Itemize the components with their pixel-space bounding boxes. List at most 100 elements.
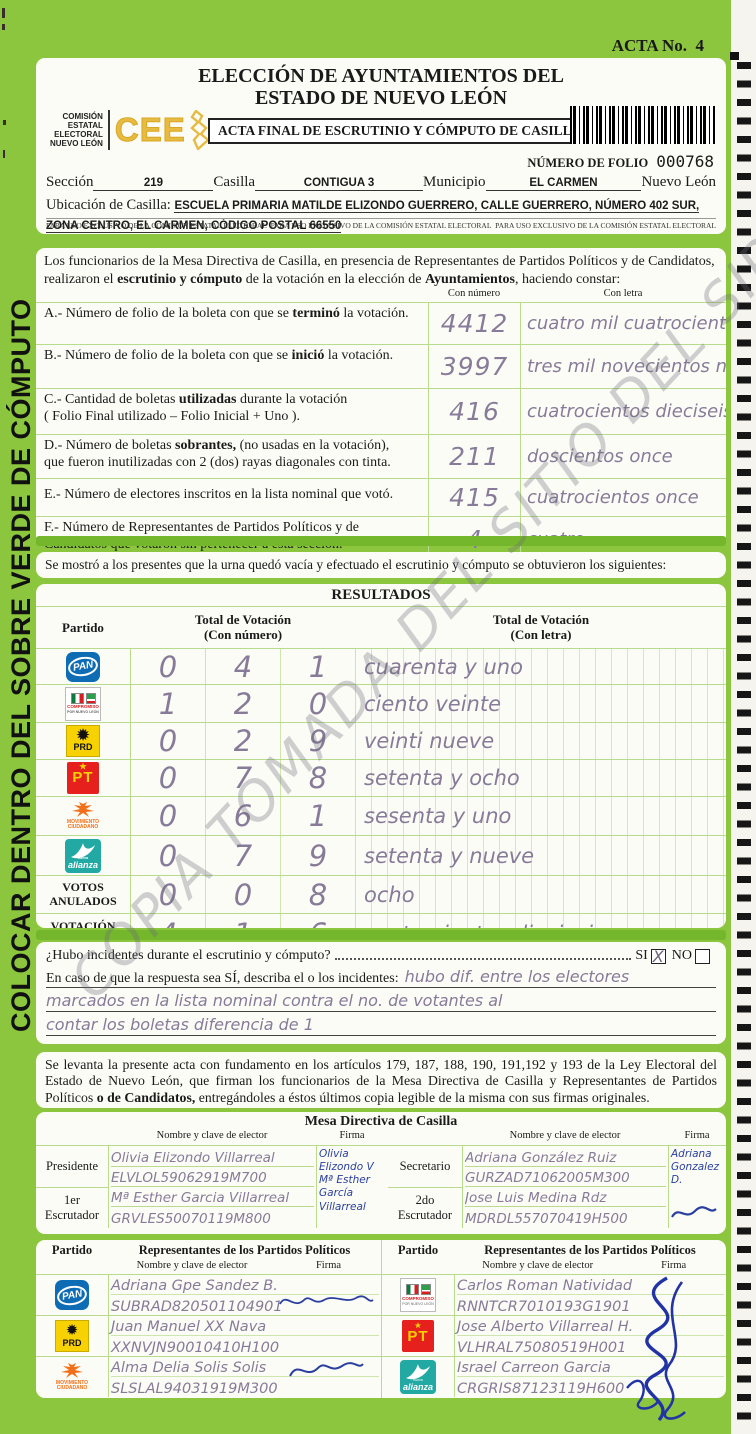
presidente-name: Olivia Elizondo Villarreal: [111, 1150, 275, 1166]
row-b-number: 3997: [428, 345, 520, 388]
no-checkbox: [695, 949, 710, 964]
mc-rep-name: Alma Delia Solis Solis: [111, 1360, 267, 1376]
incidents-desc-label: En caso de que la respuesta sea SÍ, desc…: [46, 971, 399, 986]
mesa-roles-right: Secretario 2do Escrutador: [388, 1146, 462, 1228]
pt-star-icon: ★: [79, 762, 87, 771]
alianza-sub-text: nueva: [77, 855, 89, 860]
si-checkbox: X: [650, 947, 666, 966]
nueva-alianza-logo-icon: nueva alianza: [400, 1360, 436, 1394]
form-title-line2: ESTADO DE NUEVO LEÓN: [254, 87, 508, 109]
row-d-label-line2: que fueron inutilizadas con 2 (dos) raya…: [44, 454, 391, 470]
result-letter: setenta y ocho: [356, 760, 726, 796]
count-row-d: D.- Número de boletas sobrantes, (no usa…: [36, 434, 726, 478]
digit: 2: [206, 723, 281, 759]
incident-text-2: marcados en la lista nominal contra el n…: [46, 991, 503, 1010]
pan-logo-icon: PAN: [66, 651, 100, 682]
pan-rep-name: Adriana Gpe Sandez B.: [111, 1278, 278, 1294]
mc-rep-clave: SLSLAL94031919M300: [111, 1381, 278, 1397]
rep-row-pri: COMPROMISO POR NUEVO LEÓN Carlos Roman N…: [382, 1274, 726, 1315]
digit: 1: [206, 914, 281, 928]
pt-rep-clave: VLHRAL75080519H001: [457, 1340, 627, 1356]
pan-logo-icon: PAN: [55, 1280, 89, 1310]
prd-logo-icon: ✹ PRD: [66, 725, 100, 757]
si-label: SI: [635, 948, 648, 963]
ubicacion-value: ESCUELA PRIMARIA MATILDE ELIZONDO GUERRE…: [46, 200, 700, 233]
digit: 0: [131, 723, 206, 759]
digit: 7: [206, 760, 281, 796]
acta-number-label: ACTA No.: [611, 36, 687, 55]
role-secretario: Secretario: [399, 1158, 451, 1173]
pri-logo-subtext: POR NUEVO LEÓN: [67, 709, 99, 714]
edge-mark: [3, 150, 5, 158]
mc-logo-text: MOVIMIENTO CIUDADANO: [55, 1379, 89, 1391]
legal-text: Se levanta la presente acta con fundamen…: [45, 1057, 717, 1105]
row-b-label-end: la votación.: [324, 348, 394, 363]
results-title: RESULTADOS: [331, 587, 431, 603]
digit: 8: [281, 876, 356, 913]
mesa-names-left: Olivia Elizondo Villarreal ELVLOL5906291…: [108, 1146, 316, 1228]
form-title-line1: ELECCIÓN DE AYUNTAMIENTOS DEL: [198, 65, 564, 87]
nueva-alianza-logo-icon: nueva alianza: [65, 838, 101, 873]
seccion-value: 219: [93, 177, 214, 191]
result-letter: sesenta y uno: [356, 797, 726, 835]
role-presidente: Presidente: [45, 1158, 99, 1173]
row-f-label: F.- Número de Representantes de Partidos…: [44, 520, 359, 535]
digit: 0: [206, 876, 281, 913]
digit: 6: [281, 914, 356, 928]
escrutador2-clave: MDRDL557070419H500: [465, 1211, 628, 1227]
col-firma: Firma: [339, 1130, 365, 1141]
col-nombre-clave: Nombre y clave de elector: [156, 1130, 268, 1141]
col-firma: Firma: [315, 1260, 342, 1271]
dotted-leader: [334, 958, 632, 960]
exclusive-use-note: PARA USO EXCLUSIVO DE LA COMISIÓN ESTATA…: [46, 221, 267, 230]
alianza-swoosh-icon: [71, 842, 95, 858]
count-row-a: A.- Número de folio de la boleta con que…: [36, 302, 726, 344]
logo-divider: [107, 110, 110, 150]
divider-bar: [36, 536, 726, 546]
digit: 0: [131, 797, 206, 835]
result-letter: ocho: [356, 876, 726, 913]
result-letter: setenta y nueve: [356, 836, 726, 875]
digit: 9: [281, 723, 356, 759]
row-a-bold: terminó: [292, 306, 340, 321]
col-nombre-clave: Nombre y clave de elector: [482, 1260, 594, 1271]
digit: 7: [206, 836, 281, 875]
pt-rep-name: Jose Alberto Villarreal H.: [457, 1319, 634, 1335]
mc-eagle-icon: [61, 1362, 83, 1378]
incident-text-3: contar los boletas diferencia de 1: [46, 1015, 314, 1034]
legal-text-end: entregándoles a éstos últimos copia legi…: [195, 1089, 650, 1105]
col-total-numero: Total de Votación (Con número): [194, 611, 292, 642]
votacion-total-label: VOTACIÓN TOTAL: [50, 919, 116, 928]
municipio-value: EL CARMEN: [485, 177, 642, 191]
alianza-rep-name: Israel Carreon Garcia: [457, 1360, 611, 1376]
reps-header: Representantes de los Partidos Políticos: [484, 1242, 696, 1257]
rep-row-prd: ✹ PRD Juan Manuel XX Nava XXNVJN90010410H…: [36, 1315, 381, 1356]
row-b-label: B.- Número de folio de la boleta con que…: [44, 348, 292, 363]
result-letter: cuatrocientos dieciseis: [356, 914, 726, 928]
mesa-firma-left: Olivia Elizondo V Mª Esther García Villa…: [316, 1146, 388, 1228]
pt-star-icon: ★: [414, 1321, 422, 1330]
mc-logo-text: MOVIMIENTO CIUDADANO: [66, 818, 100, 830]
si-checkmark: X: [652, 947, 664, 966]
nuevo-leon-outline-icon: [190, 110, 210, 150]
col-nombre-clave: Nombre y clave de elector: [509, 1130, 621, 1141]
seccion-label: Sección: [46, 174, 94, 190]
ubicacion-label: Ubicación de Casilla:: [46, 197, 171, 213]
pri-logo-text: COMPROMISO: [402, 1296, 434, 1301]
envelope-instruction-vertical-label: COLOCAR DENTRO DEL SOBRE VERDE DE CÓMPUT…: [6, 298, 36, 1032]
exclusive-use-notes: PARA USO EXCLUSIVO DE LA COMISIÓN ESTATA…: [46, 218, 716, 230]
incidents-panel: ¿Hubo incidentes durante el escrutinio y…: [36, 942, 726, 1044]
row-b-bold: inició: [291, 348, 325, 363]
result-letter: cuarenta y uno: [356, 649, 726, 684]
form-title: ELECCIÓN DE AYUNTAMIENTOS DEL ESTADO DE …: [36, 58, 726, 109]
reps-right-group: Partido Representantes de los Partidos P…: [381, 1240, 726, 1422]
digit: 9: [281, 836, 356, 875]
prd-rep-name: Juan Manuel XX Nava: [111, 1319, 267, 1335]
col-partido: Partido: [62, 619, 104, 635]
incidents-question-row: ¿Hubo incidentes durante el escrutinio y…: [46, 947, 716, 966]
pan-logo-text: PAN: [66, 654, 100, 679]
